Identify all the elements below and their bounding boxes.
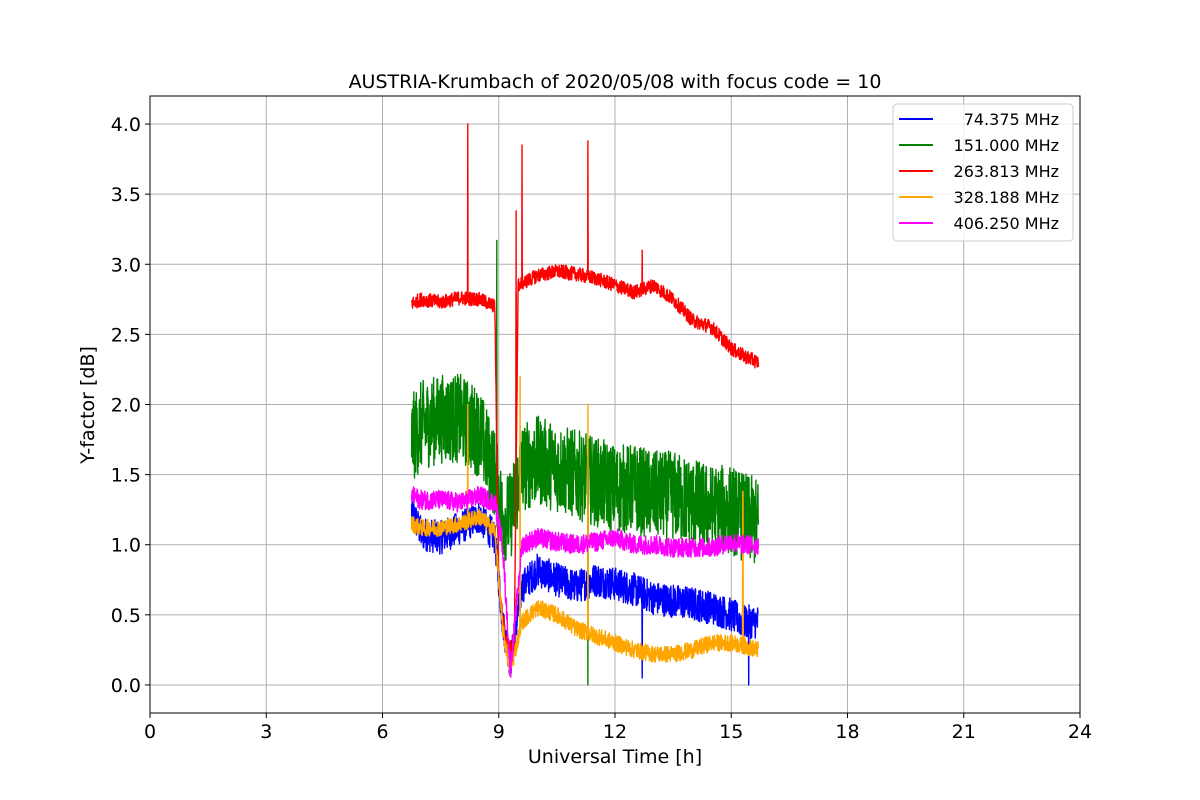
series-line — [410, 485, 760, 678]
x-tick-label: 15 — [719, 721, 743, 743]
x-tick-label: 6 — [376, 721, 388, 743]
x-axis-label: Universal Time [h] — [528, 746, 702, 768]
x-tick-label: 3 — [260, 721, 272, 743]
legend-box — [892, 103, 1074, 242]
y-axis-label: Y-factor [dB] — [77, 346, 99, 465]
y-tick-label: 4.0 — [111, 114, 141, 136]
series-line — [410, 239, 760, 686]
x-tick-label: 24 — [1068, 721, 1092, 743]
x-tick-label: 0 — [144, 721, 156, 743]
legend-entry: 74.375 MHz — [964, 110, 1059, 129]
x-tick-label: 12 — [603, 721, 627, 743]
legend: 74.375 MHz 151.000 MHz 263.813 MHz 328.188 … — [892, 103, 1074, 242]
y-tick-label: 1.0 — [111, 535, 141, 557]
x-tick-label: 9 — [493, 721, 505, 743]
series-line — [410, 123, 760, 654]
legend-entry: 406.250 MHz — [954, 214, 1059, 233]
x-tick-label: 21 — [952, 721, 976, 743]
y-tick-label: 2.0 — [111, 395, 141, 417]
chart-title: AUSTRIA-Krumbach of 2020/05/08 with focu… — [349, 71, 882, 93]
legend-entry: 328.188 MHz — [954, 188, 1059, 207]
series-line — [410, 375, 760, 677]
y-tick-label: 2.5 — [111, 324, 141, 346]
plot-series — [410, 123, 760, 686]
legend-entry: 151.000 MHz — [954, 136, 1059, 155]
legend-entry: 263.813 MHz — [954, 162, 1059, 181]
y-tick-label: 3.5 — [111, 184, 141, 206]
y-tick-label: 1.5 — [111, 465, 141, 487]
y-tick-label: 0.5 — [111, 605, 141, 627]
x-tick-label: 18 — [835, 721, 859, 743]
axis-ticks: 0 3 6 9 12 15 18 21 24 0.0 0.5 1.0 1.5 2.0 2.5 3.0 3.5 4.… — [111, 114, 1092, 743]
y-tick-label: 0.0 — [111, 675, 141, 697]
y-tick-label: 3.0 — [111, 254, 141, 276]
